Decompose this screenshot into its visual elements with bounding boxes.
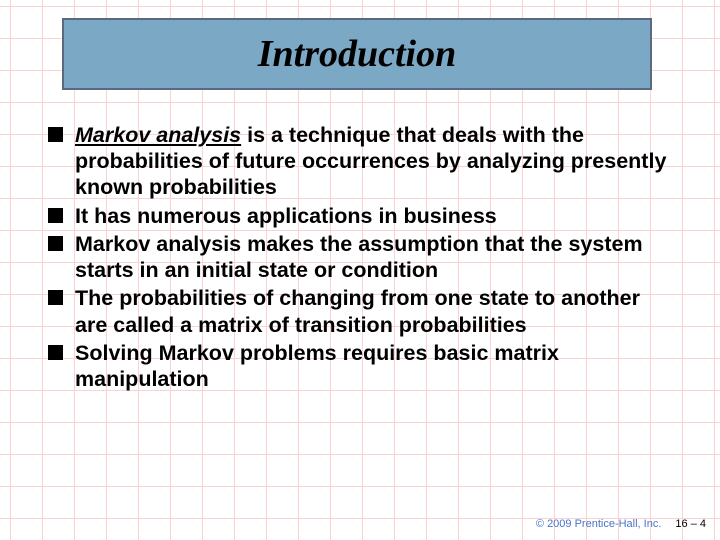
slide-content: Introduction Markov analysis is a techni… [0,0,720,540]
copyright-text: © 2009 Prentice-Hall, Inc. [536,518,662,530]
list-item: The probabilities of changing from one s… [48,285,676,337]
bullet-list: Markov analysis is a technique that deal… [48,122,676,394]
bullet-square-icon [48,208,63,223]
bullet-square-icon [48,290,63,305]
page-number: 16 – 4 [675,518,706,530]
bullet-term: Markov analysis [75,123,241,147]
bullet-text: The probabilities of changing from one s… [75,285,676,337]
bullet-text: Markov analysis makes the assumption tha… [75,231,676,283]
bullet-square-icon [48,236,63,251]
slide-title: Introduction [258,32,457,76]
bullet-text: It has numerous applications in business [75,203,497,229]
footer: © 2009 Prentice-Hall, Inc. 16 – 4 [536,518,706,530]
list-item: Markov analysis is a technique that deal… [48,122,676,201]
bullet-square-icon [48,127,63,142]
title-banner: Introduction [62,18,652,90]
list-item: Solving Markov problems requires basic m… [48,340,676,392]
bullet-square-icon [48,345,63,360]
list-item: It has numerous applications in business [48,203,676,229]
list-item: Markov analysis makes the assumption tha… [48,231,676,283]
bullet-text: Solving Markov problems requires basic m… [75,340,676,392]
bullet-text: Markov analysis is a technique that deal… [75,122,676,201]
